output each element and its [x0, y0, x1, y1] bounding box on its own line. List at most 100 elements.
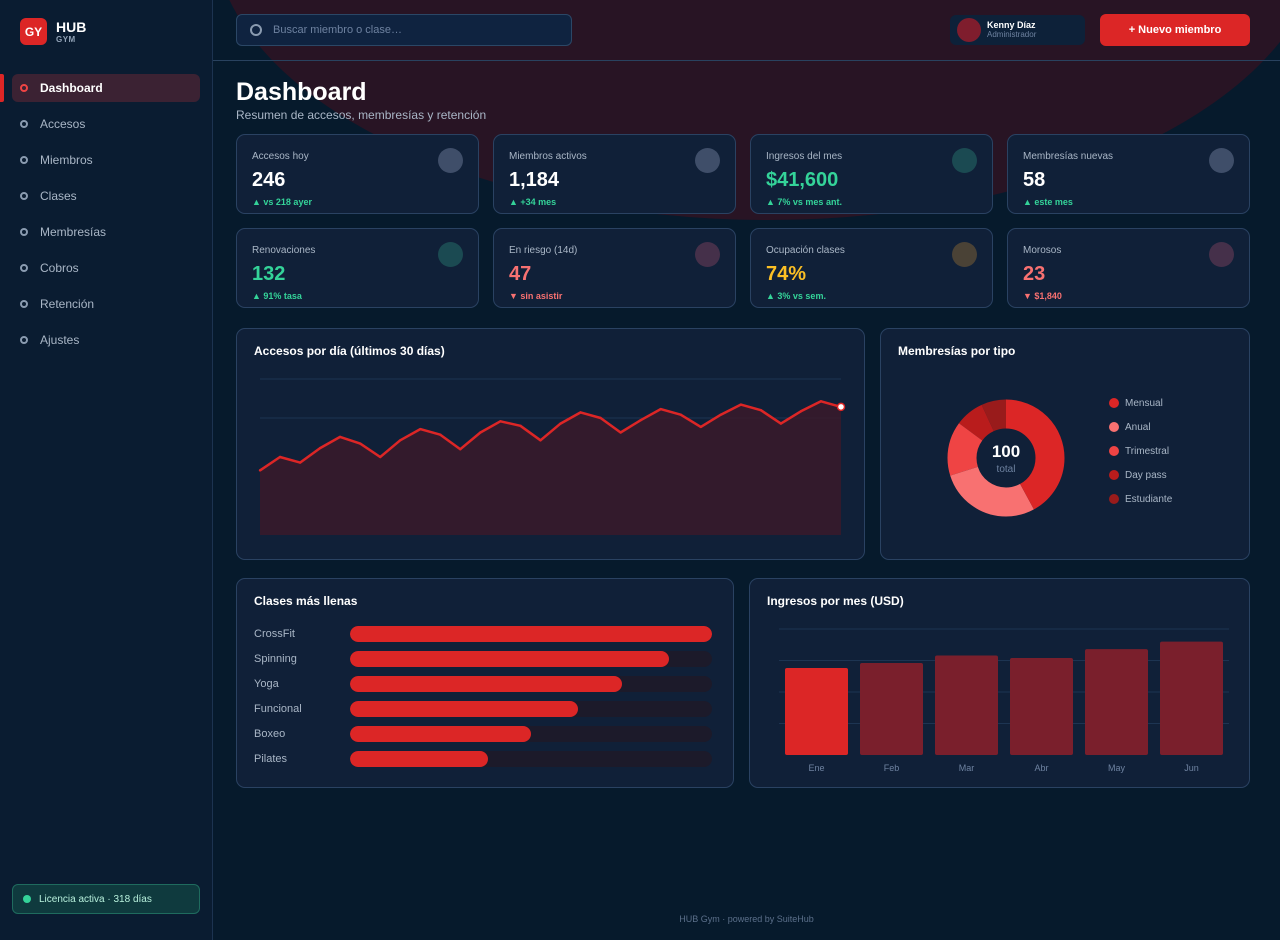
kpi-card[interactable]: Accesos hoy 246 ▲ vs 218 ayer	[236, 134, 479, 214]
data-point	[539, 439, 542, 442]
monthly-revenue-chart: Ene Feb Mar Abr May Jun	[779, 628, 1229, 773]
data-point	[278, 455, 282, 459]
brand[interactable]: GY HUB GYM	[20, 18, 86, 45]
search-box[interactable]	[236, 14, 572, 46]
kpi-card[interactable]: Renovaciones 132 ▲ 91% tasa	[236, 228, 479, 308]
donut-center-value: 100	[992, 442, 1020, 461]
sidebar-item-ajustes[interactable]: Ajustes	[12, 326, 200, 354]
sidebar-item-clases[interactable]: Clases	[12, 182, 200, 210]
bar-track	[350, 651, 712, 667]
class-bar-row: CrossFit	[254, 626, 714, 642]
license-status: Licencia activa · 318 días	[12, 884, 200, 914]
data-point	[559, 422, 562, 425]
data-point	[779, 422, 783, 425]
month-label: Mar	[959, 763, 975, 773]
data-point	[519, 424, 522, 427]
kpi-card[interactable]: Membresías nuevas 58 ▲ este mes	[1007, 134, 1250, 214]
main-content: Kenny Díaz Administrador + Nuevo miembro…	[213, 0, 1280, 940]
month-label: Jun	[1184, 763, 1199, 773]
new-member-button[interactable]: + Nuevo miembro	[1100, 14, 1250, 46]
nav-dot-icon	[20, 156, 28, 164]
data-point	[579, 411, 582, 414]
sidebar-item-label: Accesos	[40, 117, 86, 131]
accesses-chart-card: Accesos por día (últimos 30 días)	[236, 328, 865, 560]
legend-swatch	[1109, 470, 1119, 480]
kpi-value: 74%	[766, 263, 807, 285]
kpi-icon	[952, 242, 977, 267]
brand-subtitle: GYM	[56, 34, 76, 44]
revenue-bar	[860, 663, 923, 755]
bar-fill	[350, 701, 579, 717]
bar-track	[350, 701, 712, 717]
legend-swatch	[1109, 422, 1119, 432]
sidebar-item-label: Dashboard	[40, 81, 103, 95]
data-point	[439, 433, 442, 436]
data-point	[836, 402, 846, 412]
data-point	[679, 413, 682, 416]
data-point	[399, 439, 402, 442]
sidebar-item-membresias[interactable]: Membresías	[12, 218, 200, 246]
membership-donut-chart: 100 total	[947, 399, 1065, 517]
kpi-label: Miembros activos	[509, 151, 587, 162]
class-label: CrossFit	[254, 628, 295, 640]
kpi-card[interactable]: Morosos 23 ▼ $1,840	[1007, 228, 1250, 308]
sidebar-item-retencion[interactable]: Retención	[12, 290, 200, 318]
data-point	[699, 425, 702, 429]
data-point	[499, 420, 502, 423]
top-classes-card: Clases más llenas CrossFit Spinning Yoga Fu…	[236, 578, 734, 788]
data-point	[258, 469, 262, 472]
data-point	[459, 448, 462, 451]
kpi-icon	[438, 242, 463, 267]
topbar: Kenny Díaz Administrador + Nuevo miembro	[213, 0, 1280, 61]
kpi-label: En riesgo (14d)	[509, 245, 578, 256]
search-icon	[250, 24, 262, 36]
legend-label: Mensual	[1125, 397, 1163, 409]
data-point	[318, 446, 322, 450]
kpi-value: 1,184	[509, 169, 560, 191]
search-input[interactable]	[273, 24, 553, 36]
accesses-line-chart	[258, 378, 846, 535]
kpi-value: $41,600	[766, 169, 839, 191]
page-subtitle: Resumen de accesos, membresías y retenci…	[236, 108, 487, 122]
kpi-delta: ▼ $1,840	[1023, 291, 1062, 301]
avatar	[957, 18, 981, 42]
kpi-card[interactable]: Ingresos del mes $41,600 ▲ 7% vs mes ant.	[750, 134, 993, 214]
kpi-delta: ▲ 3% vs sem.	[766, 291, 826, 301]
license-label: Licencia activa · 318 días	[39, 893, 152, 905]
kpi-value: 58	[1023, 169, 1046, 191]
user-menu[interactable]: Kenny Díaz Administrador	[950, 15, 1085, 45]
monthly-revenue-title: Ingresos por mes (USD)	[767, 594, 904, 608]
data-point	[419, 427, 422, 431]
sidebar-item-dashboard[interactable]: Dashboard	[0, 74, 200, 102]
kpi-card[interactable]: En riesgo (14d) 47 ▼ sin asistir	[493, 228, 736, 308]
user-name: Kenny Díaz	[987, 19, 1036, 30]
bar-fill	[350, 626, 712, 642]
kpi-card[interactable]: Ocupación clases 74% ▲ 3% vs sem.	[750, 228, 993, 308]
footer: HUB Gym · powered by SuiteHub	[679, 914, 814, 924]
class-bar-row: Pilates	[254, 751, 714, 767]
class-label: Yoga	[254, 678, 279, 690]
legend-label: Trimestral	[1125, 445, 1170, 457]
sidebar-item-miembros[interactable]: Miembros	[12, 146, 200, 174]
monthly-revenue-card: Ingresos por mes (USD) Ene Feb Mar Abr May Ju…	[749, 578, 1250, 788]
bar-fill	[350, 726, 531, 742]
data-point	[659, 407, 662, 411]
kpi-card[interactable]: Miembros activos 1,184 ▲ +34 mes	[493, 134, 736, 214]
nav-dot-icon	[20, 300, 28, 308]
nav-dot-icon	[20, 336, 28, 344]
membership-type-title: Membresías por tipo	[898, 344, 1016, 358]
data-point	[298, 461, 302, 464]
kpi-delta: ▲ 91% tasa	[252, 291, 302, 301]
donut-center-label: total	[997, 464, 1016, 475]
sidebar-item-accesos[interactable]: Accesos	[12, 110, 200, 138]
kpi-delta: ▲ 7% vs mes ant.	[766, 197, 842, 207]
legend-label: Estudiante	[1125, 493, 1173, 505]
revenue-bar	[1160, 641, 1223, 755]
user-role: Administrador	[987, 29, 1037, 39]
data-point	[338, 435, 342, 439]
data-point	[759, 409, 763, 412]
month-label: May	[1108, 763, 1126, 773]
sidebar-item-cobros[interactable]: Cobros	[12, 254, 200, 282]
brand-logo: GY	[20, 18, 47, 45]
legend-label: Anual	[1125, 421, 1151, 433]
